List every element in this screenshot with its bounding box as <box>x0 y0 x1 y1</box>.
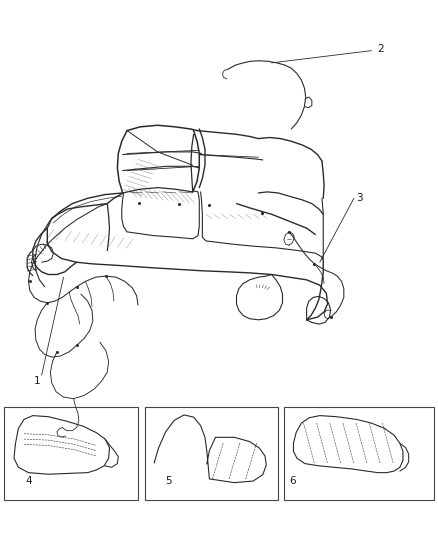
Text: 4: 4 <box>25 476 32 486</box>
Bar <box>4 407 138 500</box>
Text: 3: 3 <box>356 193 363 203</box>
Text: 1: 1 <box>34 376 41 386</box>
Bar <box>145 407 278 500</box>
Text: 5: 5 <box>165 476 172 486</box>
Text: 6: 6 <box>289 476 296 486</box>
Text: 2: 2 <box>378 44 385 54</box>
Bar <box>284 407 434 500</box>
